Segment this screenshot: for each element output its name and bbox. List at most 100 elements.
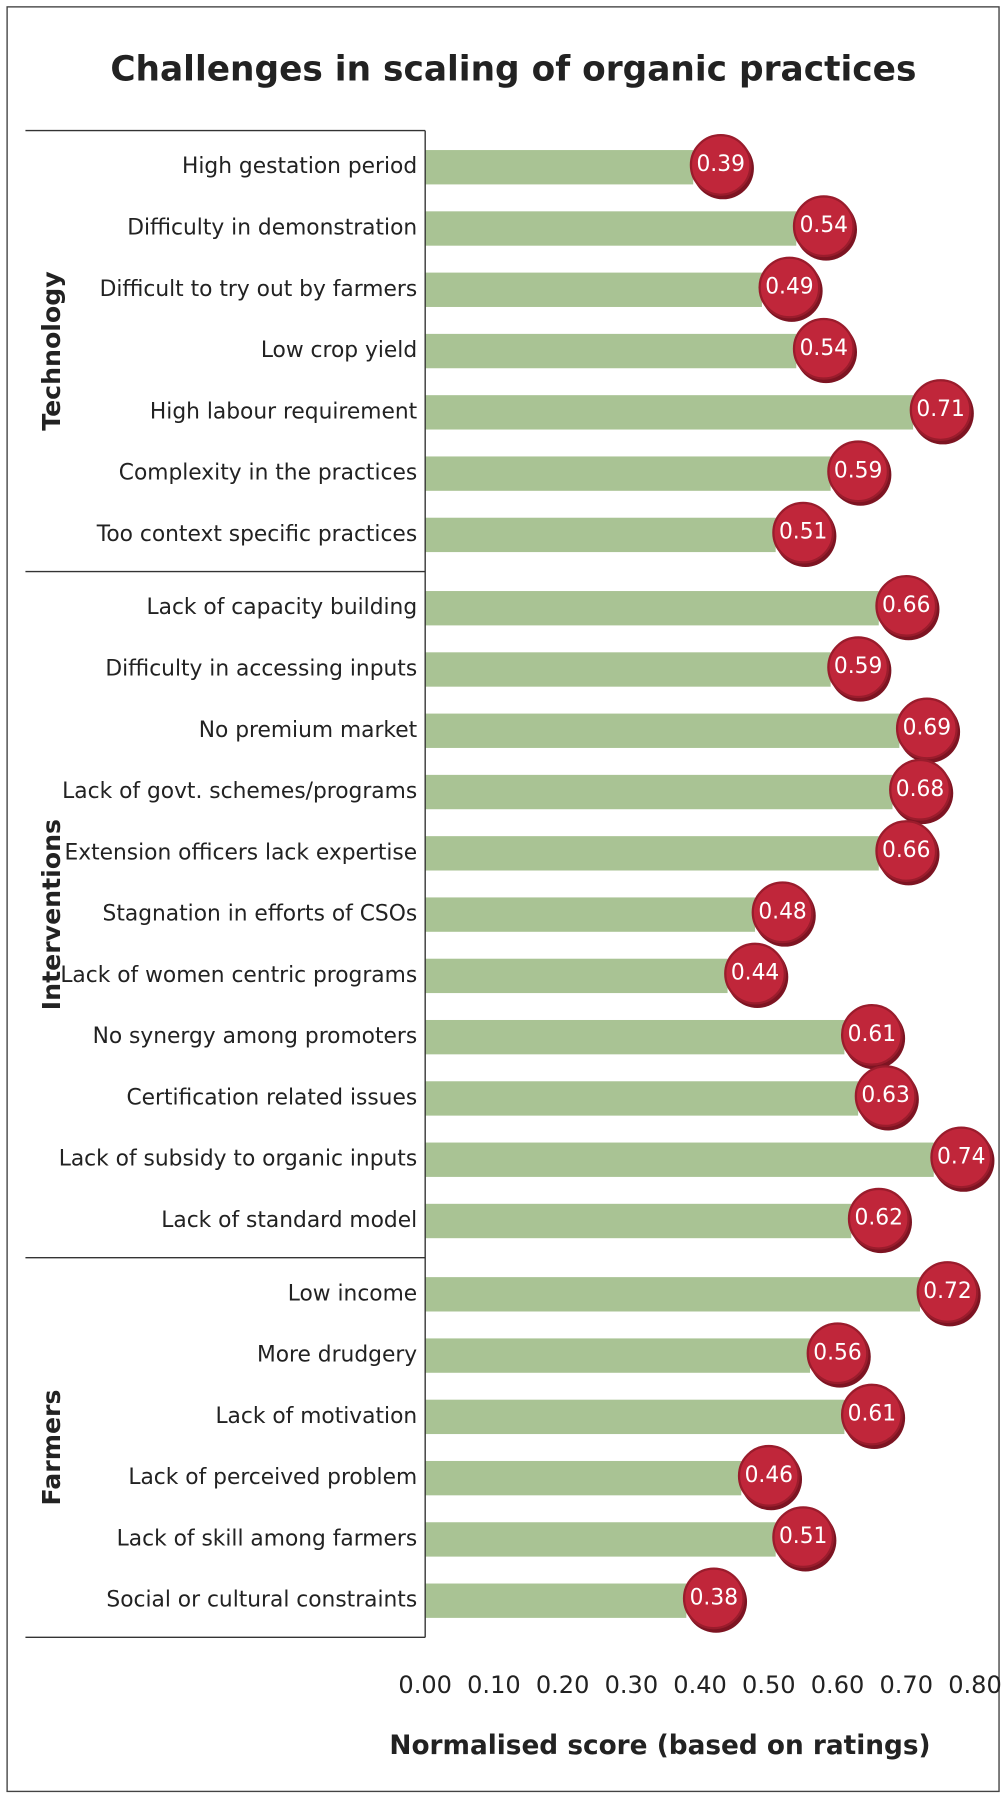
value-label: 0.59 (834, 458, 882, 483)
category-label: Too context specific practices (96, 522, 417, 547)
value-marker (772, 501, 835, 564)
bar (425, 272, 762, 307)
x-tick-label: 0.20 (536, 1671, 590, 1699)
value-marker (792, 195, 855, 258)
bar (425, 456, 831, 491)
x-tick-label: 0.00 (398, 1671, 452, 1699)
value-label: 0.69 (903, 715, 951, 740)
x-tick-label: 0.50 (742, 1671, 796, 1699)
category-label: Low crop yield (261, 338, 417, 363)
group-label: Farmers (37, 1390, 66, 1506)
category-label: Extension officers lack expertise (64, 840, 417, 865)
value-marker (930, 1126, 993, 1189)
bar (425, 211, 797, 246)
bar (425, 836, 879, 871)
bar (425, 652, 831, 687)
bar (425, 517, 776, 553)
value-marker (827, 440, 890, 503)
value-marker (847, 1187, 910, 1250)
value-label: 0.54 (800, 213, 848, 238)
value-marker (689, 134, 752, 196)
value-marker (682, 1567, 745, 1630)
value-label: 0.74 (937, 1144, 985, 1169)
value-label: 0.54 (800, 336, 848, 361)
bar (425, 1081, 859, 1116)
category-label: Social or cultural constraints (106, 1588, 417, 1613)
value-marker (751, 881, 814, 944)
value-marker (895, 697, 958, 760)
bar (425, 1277, 921, 1312)
value-marker (827, 636, 890, 699)
bar (425, 150, 694, 185)
value-marker (875, 820, 938, 882)
bar (425, 395, 914, 430)
value-marker (840, 1003, 903, 1066)
bar (425, 1019, 845, 1055)
value-label: 0.51 (779, 1524, 827, 1549)
value-marker (724, 942, 786, 1005)
value-label: 0.66 (882, 838, 930, 863)
value-marker (909, 379, 972, 441)
category-label: No premium market (199, 718, 417, 743)
value-label: 0.38 (690, 1585, 738, 1610)
category-label: Certification related issues (126, 1085, 417, 1110)
value-label: 0.62 (855, 1206, 903, 1231)
bar (425, 1203, 852, 1239)
value-label: 0.56 (813, 1340, 861, 1365)
category-label: High labour requirement (150, 399, 417, 424)
category-label: Difficult to try out by farmers (100, 277, 418, 302)
value-label: 0.46 (745, 1463, 793, 1488)
category-label: No synergy among promoters (93, 1024, 418, 1049)
bar (425, 1522, 776, 1557)
value-marker (889, 758, 951, 821)
category-label: More drudgery (257, 1343, 417, 1368)
bar (425, 1338, 811, 1373)
bar (425, 591, 879, 626)
value-label: 0.59 (834, 654, 882, 679)
value-marker (806, 1322, 869, 1385)
value-label: 0.44 (731, 961, 779, 986)
group-label: Technology (37, 271, 66, 430)
x-tick-label: 0.70 (879, 1671, 933, 1699)
chart-title: Challenges in scaling of organic practic… (110, 50, 916, 90)
x-axis-label: Normalised score (based on ratings) (389, 1731, 930, 1761)
bar (425, 713, 900, 748)
value-marker (875, 574, 938, 637)
category-label: Difficulty in demonstration (127, 216, 417, 241)
bar (425, 897, 756, 932)
bar (425, 1460, 742, 1496)
category-label: Lack of skill among farmers (117, 1526, 417, 1551)
frame (6, 6, 1000, 1793)
value-marker (772, 1506, 835, 1569)
category-label: Lack of subsidy to organic inputs (59, 1147, 417, 1172)
bar (425, 1399, 845, 1435)
category-label: High gestation period (182, 154, 417, 179)
category-label: Complexity in the practices (119, 461, 417, 486)
value-marker (916, 1261, 979, 1323)
bar (425, 774, 893, 810)
value-label: 0.66 (882, 593, 930, 618)
bar (425, 1583, 687, 1618)
category-label: Lack of women centric programs (60, 963, 417, 988)
value-label: 0.68 (896, 777, 944, 802)
x-tick-label: 0.40 (673, 1671, 727, 1699)
group-label: Interventions (37, 819, 66, 1010)
category-label: Lack of perceived problem (128, 1465, 417, 1490)
x-tick-label: 0.80 (948, 1671, 1002, 1699)
value-marker (758, 256, 821, 319)
x-tick-label: 0.10 (467, 1671, 521, 1699)
x-tick-label: 0.60 (811, 1671, 865, 1699)
value-label: 0.61 (848, 1022, 896, 1047)
value-marker (792, 317, 855, 380)
bar (425, 958, 728, 994)
value-label: 0.63 (861, 1083, 909, 1108)
category-label: Lack of motivation (215, 1404, 417, 1429)
value-label: 0.39 (696, 152, 744, 177)
value-label: 0.49 (765, 274, 813, 299)
value-marker (840, 1383, 903, 1446)
category-label: Lack of capacity building (147, 595, 418, 620)
value-label: 0.61 (848, 1402, 896, 1427)
x-tick-label: 0.30 (605, 1671, 659, 1699)
